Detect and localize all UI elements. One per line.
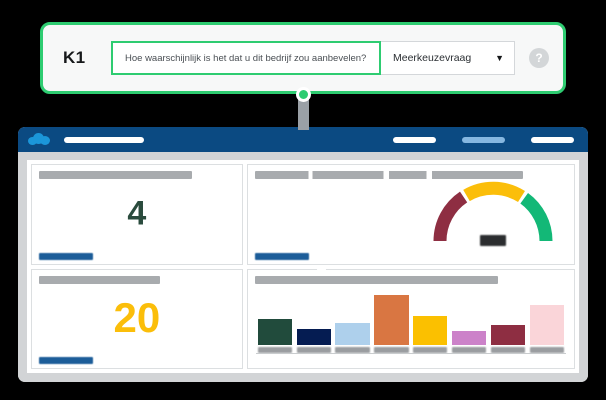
bar-chart [257, 280, 564, 353]
bar-label-placeholder [335, 347, 370, 353]
bar-label-placeholder [257, 347, 293, 353]
bar-label-placeholder [296, 347, 331, 353]
card-metric-responses[interactable]: 20 [31, 268, 243, 369]
bar[interactable] [490, 324, 526, 345]
dashboard-body: 4 20 [18, 152, 588, 382]
question-type-value: Meerkeuzevraag [393, 52, 472, 64]
chart-baseline [255, 353, 566, 354]
gauge-segment-promoters [520, 192, 553, 242]
bar-label-placeholder [451, 347, 487, 353]
nav-item-app-name[interactable] [64, 136, 144, 143]
card-nps-gauge[interactable] [246, 164, 575, 265]
help-icon[interactable]: ? [529, 48, 549, 68]
connector-anchor-top [295, 86, 311, 102]
bar-column[interactable] [490, 324, 526, 353]
bar-column[interactable] [529, 305, 564, 353]
question-editor-panel: K1 Hoe waarschijnlijk is het dat u dit b… [40, 22, 566, 94]
connector-line [297, 94, 309, 130]
bar-column[interactable] [413, 315, 448, 353]
gauge-segment-passives [463, 181, 525, 203]
bar[interactable] [296, 328, 331, 345]
card-link-placeholder[interactable] [39, 357, 93, 364]
nav-item-1[interactable] [393, 136, 436, 143]
bar-label-placeholder [413, 347, 448, 353]
bar-column[interactable] [451, 330, 487, 353]
card-link-placeholder[interactable] [254, 252, 309, 260]
card-title-placeholder [254, 275, 499, 284]
bar-column[interactable] [257, 319, 293, 353]
dashboard-card-grid: 4 20 [27, 160, 579, 373]
bar[interactable] [335, 323, 370, 345]
card-link-placeholder[interactable] [39, 252, 93, 260]
nav-item-3[interactable] [531, 136, 574, 143]
bar-label-placeholder [529, 347, 564, 353]
gauge-segment-detractors [433, 191, 468, 242]
question-text-input[interactable]: Hoe waarschijnlijk is het dat u dit bedr… [111, 41, 381, 75]
card-title-placeholder [39, 275, 161, 284]
bar[interactable] [529, 305, 564, 345]
bar-column[interactable] [296, 328, 331, 353]
metric-value: 20 [113, 293, 161, 341]
bar-column[interactable] [335, 323, 370, 353]
card-response-breakdown[interactable] [246, 268, 575, 369]
chevron-down-icon: ▼ [495, 52, 504, 63]
app-navbar [18, 127, 588, 274]
bar-label-placeholder [374, 347, 409, 353]
metric-value: 4 [127, 194, 147, 233]
nav-item-2-active[interactable] [462, 136, 505, 143]
bar[interactable] [413, 315, 448, 345]
gauge-value-placeholder [480, 235, 506, 246]
connector-anchor-bottom [316, 264, 326, 274]
bar[interactable] [374, 294, 409, 345]
card-title-placeholder [254, 171, 524, 179]
salesforce-cloud-logo [28, 133, 50, 146]
bar[interactable] [257, 319, 293, 345]
card-title-placeholder [39, 171, 192, 179]
dashboard-window: 4 20 [18, 127, 588, 382]
bar[interactable] [451, 330, 487, 345]
card-metric-count[interactable]: 4 [31, 164, 243, 265]
bar-label-placeholder [490, 347, 526, 353]
bar-column[interactable] [374, 294, 409, 353]
question-type-dropdown[interactable]: Meerkeuzevraag ▼ [381, 41, 515, 75]
gauge-chart [426, 171, 560, 247]
question-key-label: K1 [63, 48, 86, 67]
